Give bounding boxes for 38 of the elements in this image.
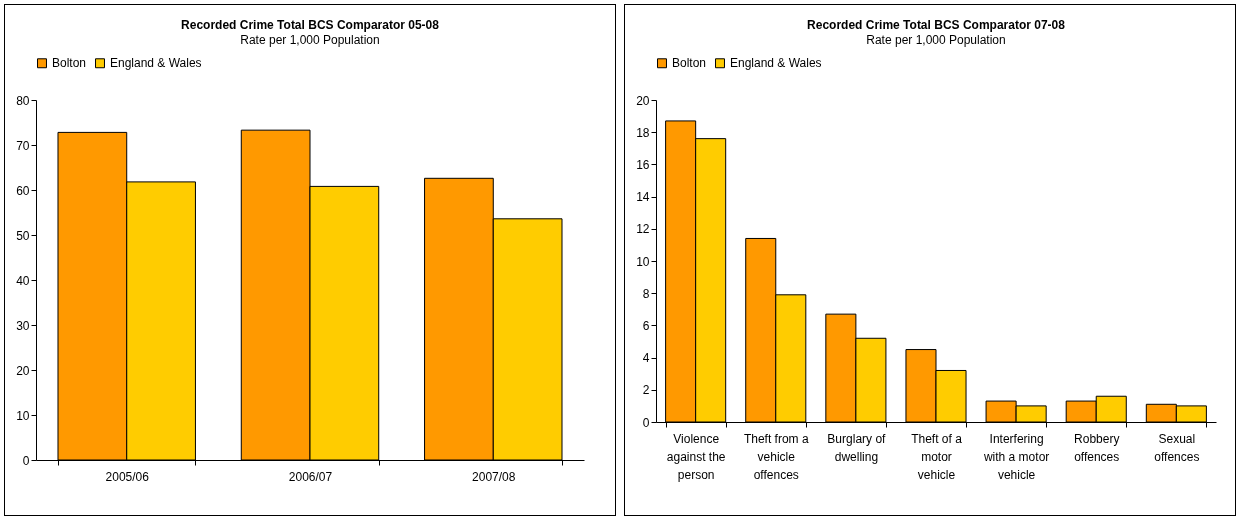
legend-label: England & Wales	[730, 56, 822, 71]
x-tick-label: Theft from a vehicle offences	[743, 431, 809, 482]
y-tick-label: 14	[636, 190, 650, 205]
y-tick-label: 70	[16, 138, 30, 153]
x-tick-label: Robbery offences	[1074, 431, 1120, 464]
y-tick-label: 30	[16, 318, 30, 333]
y-tick-label: 12	[636, 222, 650, 237]
x-tick-label: Burglary of dwelling	[827, 431, 887, 464]
y-tick-label: 60	[16, 183, 30, 198]
x-tick-label: 2005/06	[105, 469, 150, 484]
chart-subtitle: Rate per 1,000 Population	[240, 33, 380, 47]
x-tick-label: Theft of a motor vehicle	[911, 431, 963, 482]
y-tick-label: 20	[16, 363, 30, 378]
x-tick-label: 2006/07	[288, 469, 333, 484]
y-tick-label: 80	[16, 93, 30, 108]
legend-label: Bolton	[52, 56, 87, 71]
y-tick-label: 18	[636, 125, 650, 140]
y-tick-label: 10	[636, 254, 650, 269]
y-tick-label: 6	[642, 318, 650, 333]
x-tick-label: Sexual offences	[1154, 431, 1200, 464]
x-tick-label: Violence against the person	[666, 431, 726, 482]
y-tick-label: 20	[636, 93, 650, 108]
legend-label: England & Wales	[110, 56, 202, 71]
y-tick-label: 8	[642, 286, 650, 301]
chart-title: Recorded Crime Total BCS Comparator 07-08	[807, 18, 1066, 32]
x-tick-label: 2007/08	[472, 469, 516, 484]
y-tick-label: 2	[642, 383, 650, 398]
y-tick-label: 0	[22, 453, 30, 468]
y-tick-label: 10	[16, 408, 30, 423]
legend-label: Bolton	[672, 56, 707, 71]
y-tick-label: 4	[642, 351, 650, 366]
y-tick-label: 0	[642, 415, 650, 430]
chart-title: Recorded Crime Total BCS Comparator 05-08	[181, 18, 440, 32]
y-tick-label: 16	[636, 157, 650, 172]
chart-subtitle: Rate per 1,000 Population	[866, 33, 1006, 47]
y-tick-label: 50	[16, 228, 30, 243]
x-tick-label: Interfering with a motor vehicle	[982, 431, 1050, 482]
y-tick-label: 40	[16, 273, 30, 288]
